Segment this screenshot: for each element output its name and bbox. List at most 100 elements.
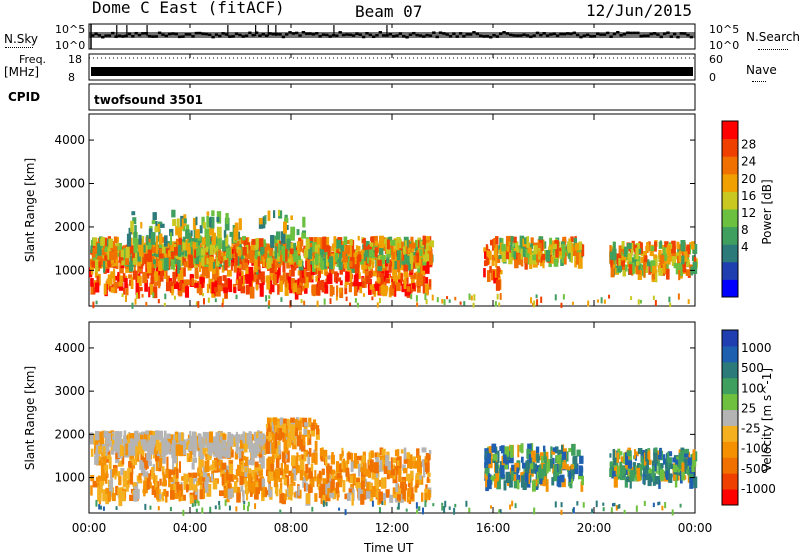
power-cell [384, 270, 389, 279]
power-cell [621, 240, 625, 249]
power-cell [403, 278, 407, 289]
velocity-ground-cell [618, 504, 621, 509]
power-cell [357, 254, 362, 262]
velocity-cell [511, 470, 514, 481]
velocity-cell [305, 449, 308, 457]
velocity-cell [147, 430, 153, 435]
power-cell [308, 271, 312, 283]
velocity-cell [629, 469, 635, 482]
velocity-cell [200, 472, 203, 477]
power-cell [350, 282, 355, 287]
power-cell [238, 218, 242, 231]
velocity-cell [274, 420, 277, 433]
velocity-cell [208, 476, 213, 483]
velocity-cell [310, 463, 314, 472]
power-cell [484, 251, 487, 259]
power-cell [320, 279, 325, 290]
power-ground-cell [410, 293, 413, 300]
power-cell [177, 244, 182, 257]
power-cell [517, 248, 520, 254]
velocity-cell [234, 451, 239, 460]
power-cell [290, 243, 294, 249]
velocity-ground-cell [201, 507, 204, 514]
power-cell [92, 248, 96, 258]
velocity-cell [504, 464, 509, 470]
velocity-cell [284, 454, 288, 459]
velocity-cell [386, 469, 391, 474]
velocity-cell [204, 460, 210, 473]
velocity-cell [151, 485, 155, 496]
velocity-cell [99, 488, 102, 500]
velocity-ground-cell [448, 506, 451, 510]
velocity-cell [376, 453, 381, 458]
velocity-cell [425, 453, 431, 461]
velocity-cell [290, 417, 295, 423]
power-cell [336, 258, 342, 263]
velocity-cell [244, 480, 250, 488]
velocity-cell [172, 473, 177, 480]
power-cell [339, 280, 343, 286]
velocity-cell [373, 462, 379, 474]
velocity-cell [404, 484, 408, 491]
velocity-cell [390, 468, 395, 476]
power-ground-cell [300, 299, 303, 304]
velocity-ground-cell [325, 502, 328, 507]
velocity-cell [215, 432, 218, 439]
velocity-colorbar-tick: 100 [741, 381, 764, 395]
power-cell [429, 236, 432, 244]
power-ground-cell [197, 301, 200, 308]
velocity-cell [153, 482, 159, 494]
power-cell [199, 259, 202, 273]
velocity-cell [397, 456, 402, 469]
power-cell [398, 278, 403, 286]
velocity-cell [245, 432, 249, 444]
power-cell [188, 256, 193, 268]
velocity-cell [520, 443, 524, 454]
velocity-cell [353, 453, 358, 464]
power-cell [365, 246, 370, 252]
velocity-cell [403, 447, 407, 460]
power-cell [334, 253, 339, 260]
power-cell [322, 236, 327, 250]
velocity-cell [361, 480, 365, 490]
x-axis-label: Time UT [364, 541, 414, 555]
power-cell [214, 280, 218, 288]
power-cell [636, 255, 641, 266]
power-cell [550, 256, 554, 264]
velocity-ground-cell [560, 509, 563, 515]
velocity-cell [496, 471, 500, 481]
power-cell [311, 260, 316, 272]
velocity-cell [400, 449, 404, 454]
power-cell [574, 243, 579, 251]
velocity-cell [162, 451, 166, 464]
power-cell [205, 271, 210, 279]
velocity-cell [571, 443, 576, 456]
velocity-cell [122, 475, 126, 488]
power-cell [197, 253, 203, 262]
power-cell [103, 260, 106, 273]
power-cell [172, 244, 177, 249]
velocity-cell [166, 456, 169, 470]
power-cell [421, 275, 426, 283]
velocity-cell [542, 445, 546, 452]
power-cell [124, 277, 128, 289]
power-cell [553, 256, 559, 267]
velocity-ground-cell [635, 505, 638, 512]
velocity-cell [488, 462, 493, 469]
velocity-cell [236, 464, 241, 477]
velocity-cell [396, 460, 400, 466]
power-cell [409, 267, 414, 273]
power-cell [217, 237, 222, 250]
power-ground-cell [202, 293, 205, 297]
power-cell [221, 264, 225, 273]
power-cell [216, 216, 220, 222]
velocity-ground-cell [591, 508, 594, 514]
power-cell [194, 266, 199, 279]
power-ground-cell [303, 300, 306, 306]
power-cell [665, 263, 669, 271]
velocity-cell [546, 462, 549, 474]
power-cell [542, 241, 547, 249]
power-cell [400, 273, 404, 282]
power-cell [158, 240, 162, 253]
velocity-cell [104, 464, 108, 472]
